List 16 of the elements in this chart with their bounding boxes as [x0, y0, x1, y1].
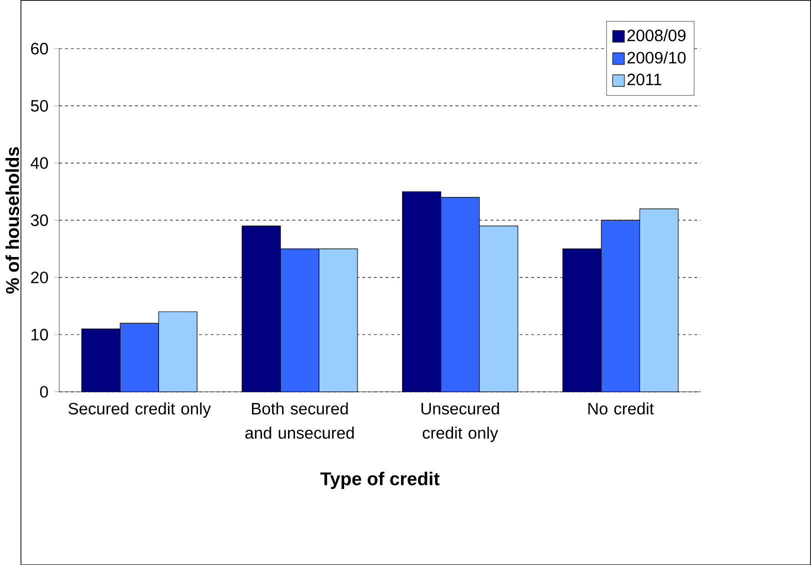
- legend-label: 2011: [627, 74, 662, 86]
- y-tick-label: 50: [30, 100, 48, 112]
- x-axis-title: Type of credit: [320, 472, 440, 489]
- legend-label: 2008/09: [627, 29, 686, 42]
- legend-label: 2009/10: [627, 51, 686, 64]
- x-tick-label: Both secured and unsecured: [245, 402, 354, 439]
- y-tick-label: 40: [30, 157, 48, 169]
- y-tick-label: 20: [31, 271, 48, 284]
- x-tick-label: Secured credit only: [68, 402, 211, 418]
- y-tick-label: 0: [40, 386, 48, 398]
- y-tick-label: 10: [32, 328, 48, 340]
- x-tick-label: Unsecured credit only: [421, 402, 499, 442]
- x-tick-label: No credit: [588, 402, 654, 414]
- y-axis-title: % of households: [6, 147, 20, 294]
- y-tick-label: 60: [31, 42, 48, 54]
- y-tick-label: 30: [30, 214, 48, 226]
